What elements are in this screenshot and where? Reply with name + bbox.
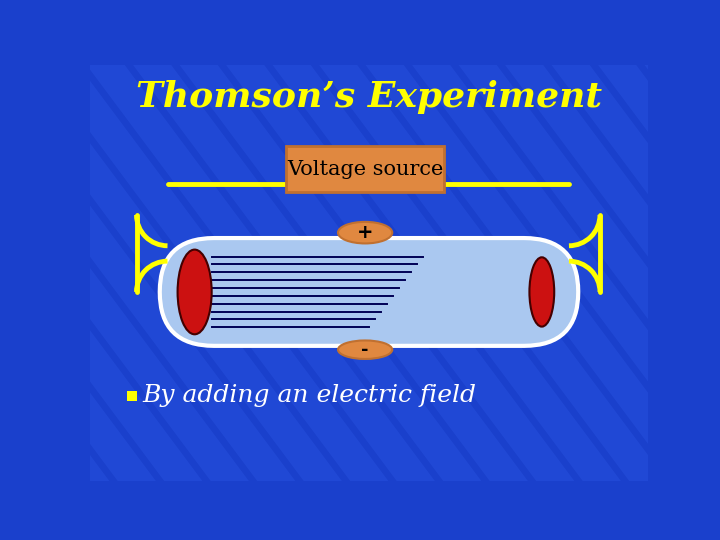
Text: -: - (361, 341, 369, 359)
Ellipse shape (338, 340, 392, 359)
Bar (127, 392, 137, 401)
Ellipse shape (178, 249, 212, 334)
FancyBboxPatch shape (160, 238, 578, 346)
Text: Voltage source: Voltage source (287, 160, 444, 179)
Ellipse shape (338, 222, 392, 244)
Ellipse shape (529, 257, 554, 327)
Text: By adding an electric field: By adding an electric field (142, 384, 476, 407)
Text: +: + (357, 223, 374, 242)
Text: Thomson’s Experiment: Thomson’s Experiment (136, 80, 602, 114)
FancyBboxPatch shape (286, 146, 444, 192)
